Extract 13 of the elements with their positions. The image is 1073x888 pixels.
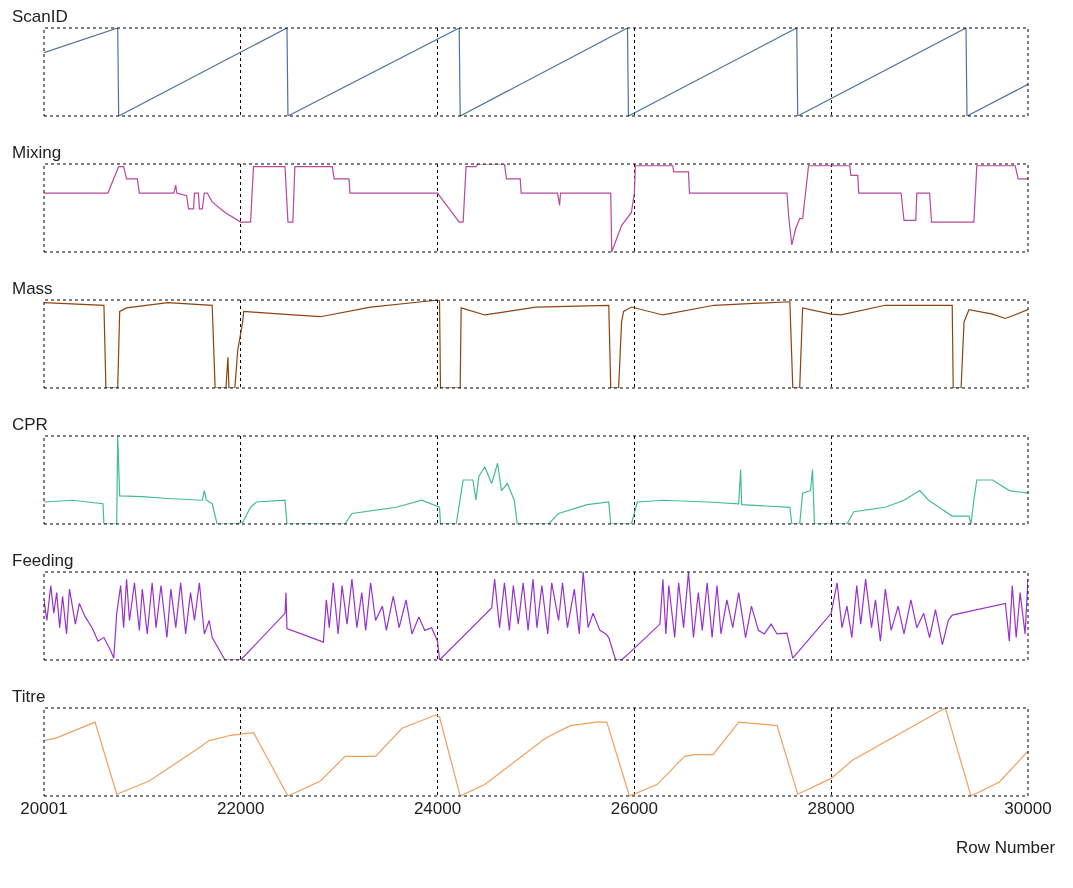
chart-title: CPR [12, 415, 48, 434]
chart-title: Mass [12, 279, 53, 298]
x-tick-label: 22000 [217, 799, 265, 818]
chart-title: ScanID [12, 7, 68, 26]
x-tick-label: 30000 [1004, 799, 1052, 818]
x-tick-label: 24000 [413, 799, 462, 818]
chart-title: Feeding [12, 551, 74, 570]
x-tick-label: 28000 [807, 799, 855, 818]
x-tick-label: 20001 [20, 799, 68, 818]
x-tick-label: 26000 [610, 799, 658, 818]
chart-title: Mixing [12, 143, 62, 162]
chart-title: Titre [12, 687, 46, 706]
x-axis-title: Row Number [956, 838, 1056, 857]
